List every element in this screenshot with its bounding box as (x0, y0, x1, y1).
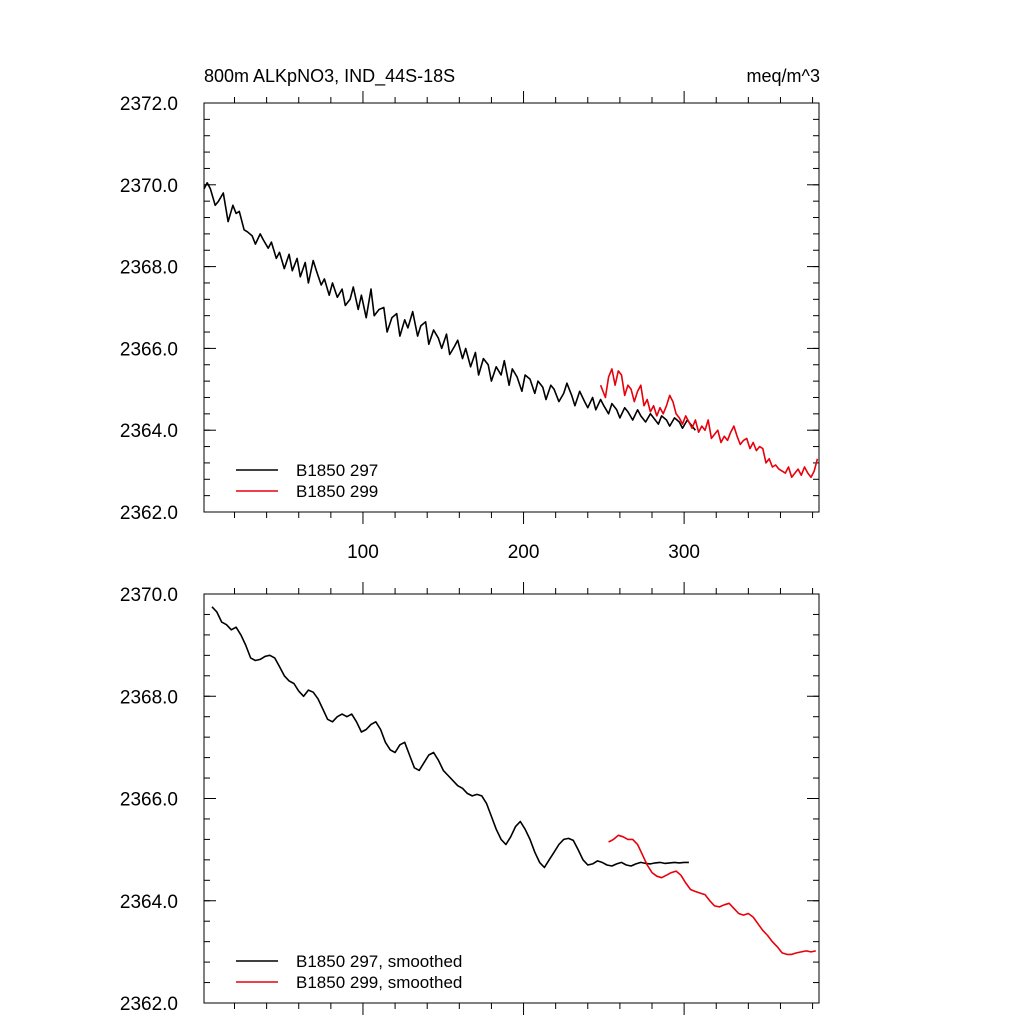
legend-label-b1850-299: B1850 299 (296, 482, 378, 501)
top-x-tick-label: 100 (347, 542, 379, 563)
bottom-y-tick-label: 2370.0 (120, 585, 178, 606)
legend-label-b1850-299-smoothed: B1850 299, smoothed (296, 973, 462, 992)
top-y-tick-label: 2364.0 (120, 421, 178, 442)
top-legend: B1850 297 B1850 299 (236, 461, 378, 501)
top-y-tick-label: 2370.0 (120, 176, 178, 197)
top-plot-frame (203, 102, 820, 513)
top-series-line-2 (599, 368, 819, 479)
top-panel-title: 800m ALKpNO3, IND_44S-18S (204, 66, 455, 87)
top-x-tick-label: 200 (508, 542, 540, 563)
top-y-tick-label: 2368.0 (120, 258, 178, 279)
top-y-tick-label: 2366.0 (120, 339, 178, 360)
bottom-series-line-1 (211, 606, 689, 869)
legend-label-b1850-297-smoothed: B1850 297, smoothed (296, 952, 462, 971)
top-panel: 800m ALKpNO3, IND_44S-18S meq/m^3 2362.0… (120, 66, 820, 563)
top-y-tick-label: 2372.0 (120, 94, 178, 115)
top-x-tick-label: 300 (668, 542, 700, 563)
top-series-line-1 (203, 182, 697, 431)
bottom-series-group (211, 606, 816, 956)
top-axis-ticks: 2362.0 2364.0 2366.0 2368.0 2370.0 2372.0 100 2… (120, 91, 819, 563)
bottom-plot-frame (203, 593, 820, 1004)
bottom-y-tick-label: 2364.0 (120, 892, 178, 913)
bottom-legend: B1850 297, smoothed B1850 299, smoothed (236, 952, 462, 992)
top-y-tick-label: 2362.0 (120, 503, 178, 524)
bottom-panel: 2362.0 2364.0 2366.0 2368.0 2370.0 B1850 297… (120, 582, 820, 1015)
top-panel-units: meq/m^3 (747, 66, 820, 86)
bottom-y-tick-label: 2362.0 (120, 994, 178, 1015)
bottom-axis-ticks: 2362.0 2364.0 2366.0 2368.0 2370.0 (120, 582, 819, 1015)
bottom-y-tick-label: 2366.0 (120, 790, 178, 811)
bottom-series-line-2 (608, 834, 816, 956)
bottom-y-tick-label: 2368.0 (120, 687, 178, 708)
legend-label-b1850-297: B1850 297 (296, 461, 378, 480)
top-series-group (203, 182, 819, 479)
